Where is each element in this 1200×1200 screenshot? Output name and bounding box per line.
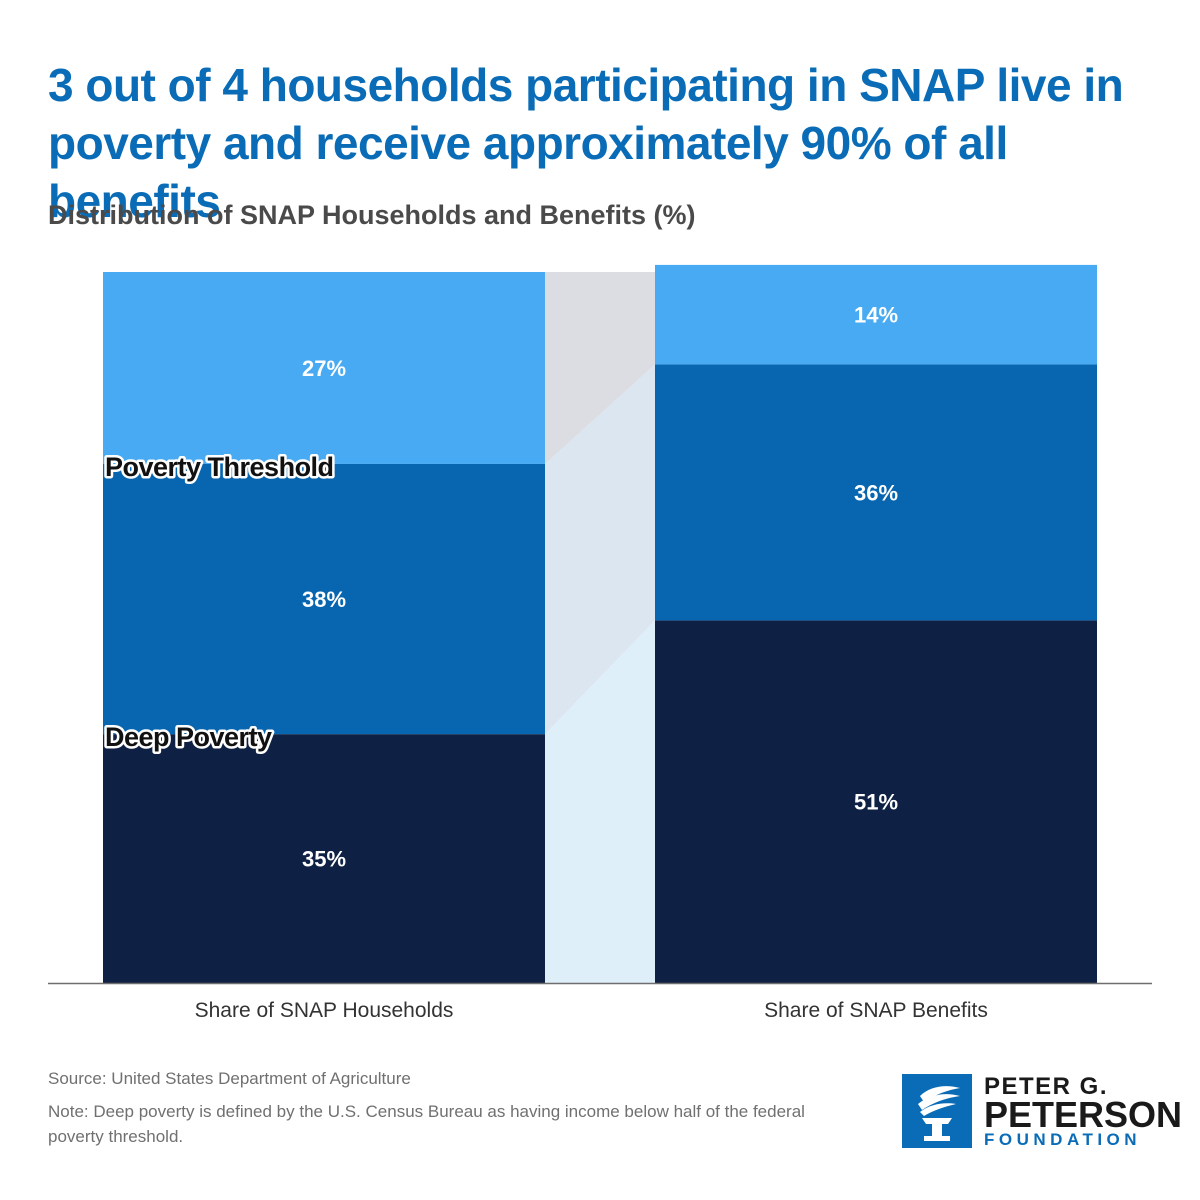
connector-band-deep-poverty bbox=[545, 620, 655, 983]
bar-segment-above-poverty bbox=[103, 272, 545, 464]
value-label: 27% bbox=[302, 356, 346, 381]
value-labels: 35% 38% 27% 51% 36% 14% bbox=[302, 303, 898, 872]
bar-segment-deep-poverty bbox=[655, 620, 1097, 983]
value-label: 38% bbox=[302, 587, 346, 612]
logo-text-foundation: FOUNDATION bbox=[984, 1130, 1142, 1149]
foundation-logo: PETER G. PETERSON FOUNDATION bbox=[902, 1073, 1182, 1149]
footnote: Note: Deep poverty is defined by the U.S… bbox=[48, 1102, 805, 1146]
value-label: 35% bbox=[302, 847, 346, 872]
bar-segment-deep-poverty bbox=[103, 734, 545, 983]
value-label: 14% bbox=[854, 303, 898, 328]
stacked-bar-chart: 35% 38% 27% 51% 36% 14% Poverty Threshold Deep… bbox=[48, 264, 1152, 1022]
annotation-poverty-threshold: Poverty Threshold bbox=[105, 452, 334, 482]
torch-icon bbox=[902, 1074, 972, 1148]
source-note: Source: United States Department of Agri… bbox=[48, 1069, 411, 1088]
bar-segments bbox=[103, 264, 1097, 983]
connector-band-poverty bbox=[545, 364, 655, 735]
connector-bands bbox=[545, 272, 655, 983]
connector-band-above-poverty bbox=[545, 272, 655, 464]
chart-subtitle: Distribution of SNAP Households and Bene… bbox=[48, 200, 696, 230]
bar-segment-poverty bbox=[103, 463, 545, 735]
logo-text-peter-g: PETER G. bbox=[984, 1073, 1109, 1100]
category-label: Share of SNAP Households bbox=[195, 999, 454, 1022]
category-labels: Share of SNAP Households Share of SNAP Be… bbox=[195, 999, 988, 1022]
logo-text-peterson: PETERSON bbox=[984, 1094, 1183, 1135]
value-label: 36% bbox=[854, 480, 898, 505]
value-label: 51% bbox=[854, 790, 898, 815]
annotation-deep-poverty: Deep Poverty bbox=[105, 722, 272, 752]
category-label: Share of SNAP Benefits bbox=[764, 999, 988, 1022]
bar-segment-above-poverty bbox=[655, 264, 1097, 365]
bar-segment-poverty bbox=[655, 364, 1097, 621]
chart-title: 3 out of 4 households participating in S… bbox=[48, 59, 1124, 227]
annotation-labels: Poverty Threshold Deep Poverty bbox=[103, 449, 337, 754]
